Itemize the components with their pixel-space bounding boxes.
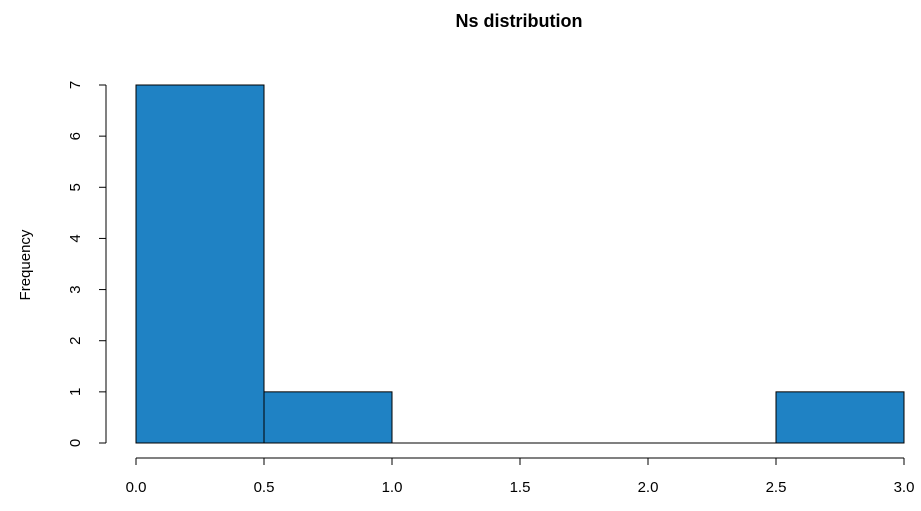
x-tick-label-6: 3.0 [894, 479, 915, 496]
x-tick-label-3: 1.5 [510, 479, 531, 496]
y-tick-label-0: 0 [67, 439, 84, 447]
y-tick-label-7: 7 [67, 81, 84, 89]
x-tick-label-5: 2.5 [766, 479, 787, 496]
y-tick-label-3: 3 [67, 285, 84, 293]
x-tick-label-4: 2.0 [638, 479, 659, 496]
x-tick-label-2: 1.0 [382, 479, 403, 496]
x-tick-label-0: 0.0 [126, 479, 147, 496]
chart-title: Ns distribution [456, 11, 583, 31]
histogram-bar-1 [263, 391, 393, 444]
y-tick-label-2: 2 [67, 337, 84, 345]
y-tick-label-4: 4 [67, 234, 84, 242]
y-axis-label: Frequency [17, 229, 34, 300]
bars-group [135, 84, 905, 444]
y-tick-label-1: 1 [67, 388, 84, 396]
y-tick-label-5: 5 [67, 183, 84, 191]
x-axis: 0.0 0.5 1.0 1.5 2.0 2.5 3.0 [126, 457, 915, 496]
histogram-bar-0 [135, 84, 265, 444]
x-tick-label-1: 0.5 [254, 479, 275, 496]
y-axis: 0 1 2 3 4 5 6 7 [67, 81, 107, 447]
histogram-bar-5 [775, 391, 905, 444]
y-tick-label-6: 6 [67, 132, 84, 140]
